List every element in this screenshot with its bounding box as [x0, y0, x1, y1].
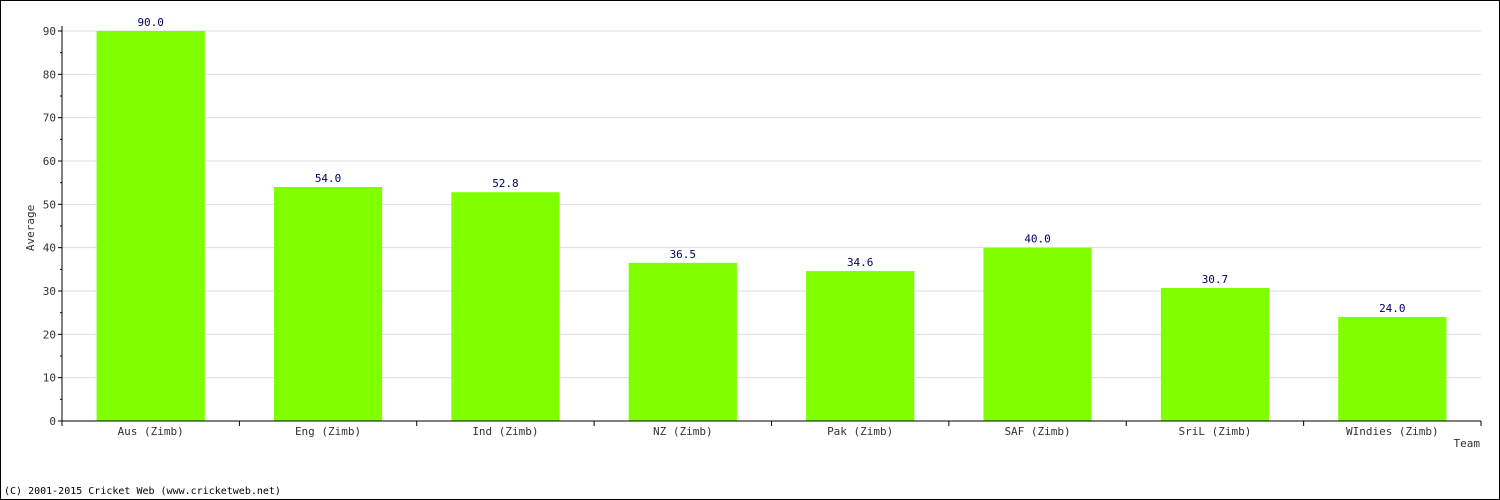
y-axis-label: Average	[24, 205, 37, 251]
bar	[451, 192, 560, 421]
bars	[96, 31, 1447, 421]
y-tick-label: 30	[43, 285, 56, 298]
bar	[628, 262, 737, 421]
bar	[983, 247, 1092, 421]
y-tick-label: 0	[49, 415, 56, 428]
x-tick-label: SriL (Zimb)	[1179, 425, 1252, 438]
bar	[273, 187, 383, 421]
x-tick-label: Ind (Zimb)	[472, 425, 538, 438]
y-tick-label: 90	[43, 25, 56, 38]
data-label: 90.0	[137, 16, 164, 29]
x-tick-label: Aus (Zimb)	[118, 425, 184, 438]
x-axis-label: Team	[1454, 437, 1481, 450]
axes	[58, 26, 1482, 426]
y-tick-label: 10	[43, 372, 56, 385]
data-label: 40.0	[1024, 233, 1051, 246]
x-tick-label: Eng (Zimb)	[295, 425, 361, 438]
x-tick-label: WIndies (Zimb)	[1346, 425, 1439, 438]
bar	[1338, 317, 1447, 421]
copyright-notice: (C) 2001-2015 Cricket Web (www.cricketwe…	[4, 486, 281, 497]
bar	[806, 271, 915, 421]
bar	[96, 31, 205, 421]
y-tick-label: 80	[43, 68, 56, 81]
y-tick-label: 40	[43, 242, 56, 255]
y-tick-label: 50	[43, 198, 56, 211]
labels: 0 10 20 30 40 50 60 70 80 90 90.0 Aus (Zimb) 54.0 Eng…	[43, 16, 1439, 438]
y-tick-label: 70	[43, 112, 56, 125]
data-label: 36.5	[670, 248, 697, 261]
data-label: 52.8	[492, 177, 519, 190]
data-label: 34.6	[847, 256, 874, 269]
data-label: 54.0	[315, 172, 342, 185]
y-tick-label: 20	[43, 328, 56, 341]
bar	[1160, 287, 1270, 421]
x-tick-label: NZ (Zimb)	[653, 425, 713, 438]
y-tick-label: 60	[43, 155, 56, 168]
data-label: 30.7	[1202, 273, 1229, 286]
x-tick-label: SAF (Zimb)	[1004, 425, 1070, 438]
x-tick-label: Pak (Zimb)	[827, 425, 893, 438]
data-label: 24.0	[1379, 302, 1406, 315]
